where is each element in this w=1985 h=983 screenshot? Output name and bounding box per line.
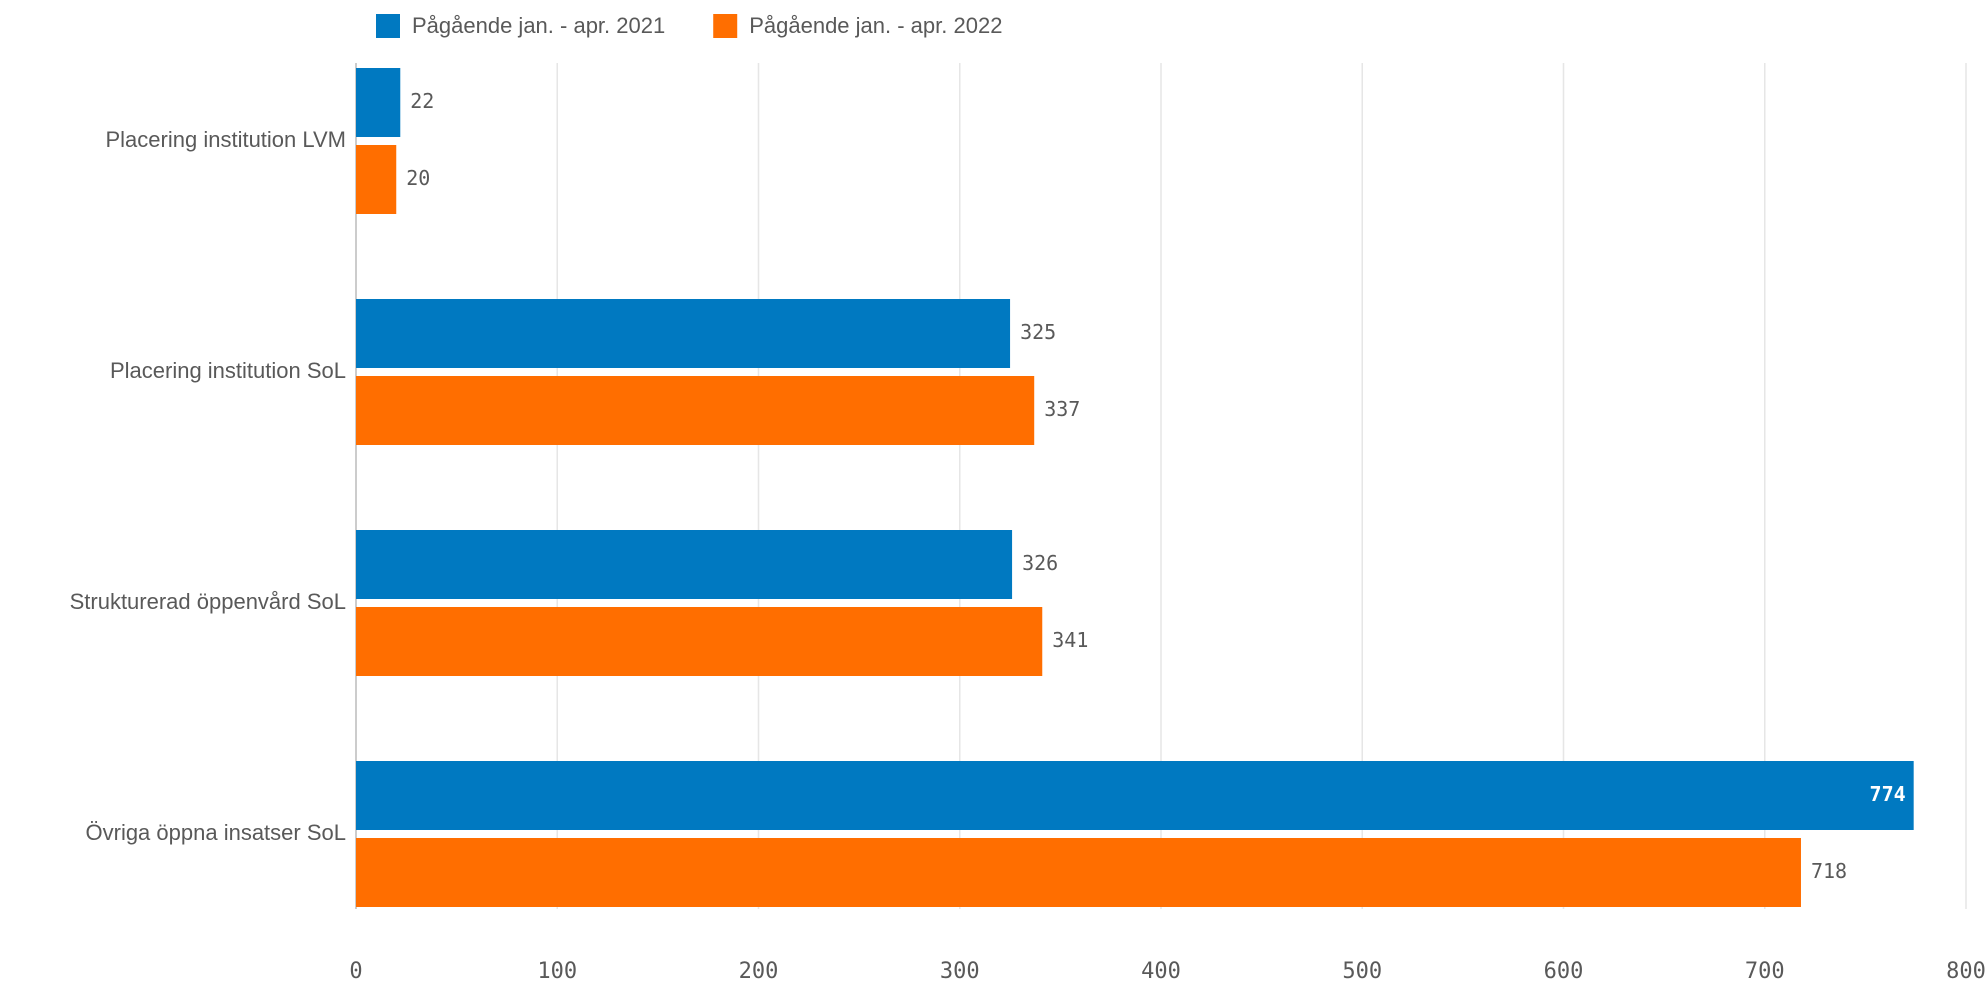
bar [356, 376, 1035, 445]
value-label: 341 [1052, 628, 1088, 652]
value-label: 718 [1811, 859, 1847, 883]
x-tick-label: 500 [1342, 959, 1382, 983]
bar [356, 530, 1013, 599]
value-label: 337 [1044, 397, 1080, 421]
bar [356, 838, 1801, 907]
bar [356, 607, 1043, 676]
x-tick-label: 400 [1141, 959, 1181, 983]
legend-label: Pågående jan. - apr. 2022 [749, 13, 1002, 38]
value-label: 774 [1870, 782, 1906, 806]
value-label: 20 [406, 166, 430, 190]
legend-label: Pågående jan. - apr. 2021 [412, 13, 665, 38]
x-tick-label: 700 [1745, 959, 1785, 983]
category-label: Placering institution SoL [110, 358, 346, 383]
legend-swatch [713, 14, 738, 38]
category-label: Strukturerad öppenvård SoL [70, 589, 346, 614]
value-label: 325 [1020, 320, 1056, 344]
x-tick-label: 200 [739, 959, 779, 983]
x-tick-label: 100 [537, 959, 577, 983]
bar [356, 68, 401, 137]
bar [356, 299, 1011, 368]
x-tick-label: 800 [1946, 959, 1985, 983]
bar [356, 761, 1914, 830]
x-tick-label: 300 [940, 959, 980, 983]
value-label: 326 [1022, 551, 1058, 575]
x-tick-label: 0 [349, 959, 362, 983]
category-label: Övriga öppna insatser SoL [86, 820, 347, 845]
legend-swatch [376, 14, 400, 38]
category-label: Placering institution LVM [106, 127, 347, 152]
x-tick-label: 600 [1544, 959, 1584, 983]
bar [356, 145, 397, 214]
value-label: 22 [410, 89, 434, 113]
